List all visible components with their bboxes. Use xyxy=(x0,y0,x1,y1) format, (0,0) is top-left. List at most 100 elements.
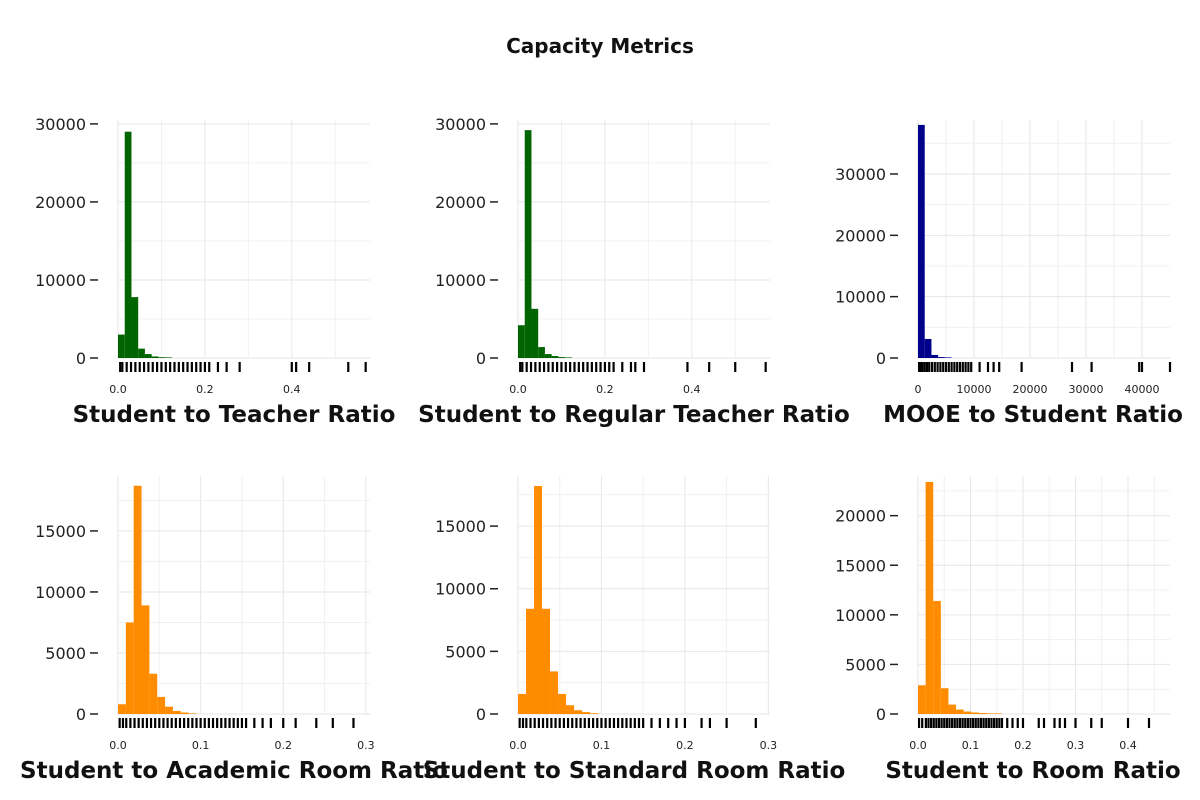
histogram-bar xyxy=(125,622,134,714)
subplot-2: 0 10000 20000 30000 0.0 0.2 0.4 Student to Regu… xyxy=(418,115,850,428)
y-tick-label: 30000 xyxy=(835,165,886,184)
histogram-bar xyxy=(938,357,945,358)
y-tick-label: 30000 xyxy=(35,115,86,134)
histogram-bar xyxy=(918,685,926,714)
y-tick-label: 5000 xyxy=(845,655,886,674)
y-tick-label: 0 xyxy=(76,705,86,724)
histogram-bar xyxy=(558,693,567,714)
x-tick-label: 40000 xyxy=(1125,383,1160,396)
y-tick-label: 30000 xyxy=(435,115,486,134)
subplot-3: 0 10000 20000 30000 0 10000 20000 30000 40000 MOO… xyxy=(835,120,1183,428)
histogram-bar xyxy=(551,356,559,358)
histogram-bar xyxy=(165,706,173,714)
x-tick-label: 0.3 xyxy=(760,739,778,752)
histogram-bar xyxy=(526,608,535,714)
y-tick-label: 20000 xyxy=(835,226,886,245)
histogram-bar xyxy=(558,357,566,358)
histogram-bar xyxy=(542,608,551,714)
y-tick-label: 10000 xyxy=(835,606,886,625)
histogram-bar xyxy=(971,712,979,714)
histogram-bar xyxy=(157,696,166,714)
histogram-bar xyxy=(180,712,189,714)
histogram-bar xyxy=(590,713,599,714)
histogram-bar xyxy=(518,693,527,714)
histogram-bar xyxy=(141,605,150,714)
histogram-bar xyxy=(531,308,539,358)
y-tick-label: 10000 xyxy=(35,271,86,290)
histogram-bar xyxy=(931,354,939,358)
x-tick-label: 0.2 xyxy=(596,383,614,396)
y-tick-label: 0 xyxy=(476,349,486,368)
histogram-bar xyxy=(944,357,952,358)
y-tick-label: 15000 xyxy=(35,522,86,541)
histogram-bar xyxy=(165,357,172,358)
x-tick-label: 0.2 xyxy=(274,739,292,752)
histogram-bar xyxy=(133,485,142,714)
x-tick-label: 30000 xyxy=(1069,383,1104,396)
x-axis-label: Student to Teacher Ratio xyxy=(73,402,396,428)
x-tick-label: 0.1 xyxy=(192,739,210,752)
x-tick-label: 0.4 xyxy=(1119,739,1137,752)
histogram-bar xyxy=(518,325,525,358)
y-tick-label: 20000 xyxy=(35,193,86,212)
histogram-bar xyxy=(138,348,145,358)
histogram-bar xyxy=(524,130,532,358)
x-axis-label: Student to Academic Room Ratio xyxy=(20,758,448,784)
histogram-bar xyxy=(994,713,1002,714)
histogram-bar xyxy=(940,688,949,714)
histogram-bar xyxy=(534,486,543,714)
histogram-bar xyxy=(963,711,972,714)
y-tick-label: 0 xyxy=(476,705,486,724)
x-tick-label: 0.1 xyxy=(962,739,980,752)
x-tick-label: 0.0 xyxy=(909,739,927,752)
x-tick-label: 0.0 xyxy=(509,739,527,752)
y-tick-label: 10000 xyxy=(435,271,486,290)
figure-title: Capacity Metrics xyxy=(506,34,694,58)
histogram-bar xyxy=(158,357,166,358)
x-axis-label: Student to Standard Room Ratio xyxy=(423,758,846,784)
subplot-6: 0 5000 10000 15000 20000 0.0 0.1 0.2 0.3 0.4 Stude… xyxy=(835,476,1181,784)
histogram-bar xyxy=(956,709,964,714)
subplot-1: 0 10000 20000 30000 0.0 0.2 0.4 Student to Teac… xyxy=(35,115,395,428)
histogram-bar xyxy=(124,131,132,358)
histogram-bar xyxy=(918,124,925,358)
histogram-bar xyxy=(565,357,572,358)
x-tick-label: 0.2 xyxy=(676,739,694,752)
histogram-bar xyxy=(151,356,159,358)
y-tick-label: 10000 xyxy=(35,583,86,602)
histogram-bar xyxy=(149,673,158,714)
y-tick-label: 0 xyxy=(76,349,86,368)
x-tick-label: 0.1 xyxy=(593,739,611,752)
histogram-bar xyxy=(924,338,932,358)
y-tick-label: 20000 xyxy=(835,507,886,526)
histogram-bar xyxy=(188,713,197,714)
x-axis-label: MOOE to Student Ratio xyxy=(883,402,1183,428)
y-tick-label: 0 xyxy=(876,705,886,724)
x-tick-label: 0 xyxy=(915,383,922,396)
y-tick-label: 10000 xyxy=(835,288,886,307)
y-tick-label: 0 xyxy=(876,349,886,368)
histogram-bar xyxy=(582,712,591,714)
histogram-bar xyxy=(948,704,957,714)
histogram-bar xyxy=(574,710,583,714)
x-tick-label: 0.0 xyxy=(509,383,527,396)
y-tick-label: 5000 xyxy=(45,644,86,663)
subplot-grid: 0 10000 20000 30000 0.0 0.2 0.4 Student to Teac… xyxy=(20,115,1183,784)
histogram-bar xyxy=(118,334,125,358)
x-tick-label: 0.2 xyxy=(1014,739,1032,752)
histogram-bar xyxy=(118,704,126,714)
y-tick-label: 5000 xyxy=(445,642,486,661)
histogram-bar xyxy=(144,354,152,358)
x-tick-label: 0.3 xyxy=(1067,739,1085,752)
x-axis-label: Student to Room Ratio xyxy=(885,758,1180,784)
histogram-bar xyxy=(978,713,987,714)
x-axis-label: Student to Regular Teacher Ratio xyxy=(418,402,850,428)
histogram-bar xyxy=(544,354,552,358)
y-tick-label: 15000 xyxy=(435,517,486,536)
x-tick-label: 0.0 xyxy=(109,739,127,752)
histogram-bar xyxy=(566,705,575,714)
histogram-bar xyxy=(131,297,139,358)
histogram-bar xyxy=(986,713,995,714)
y-tick-label: 10000 xyxy=(435,580,486,599)
